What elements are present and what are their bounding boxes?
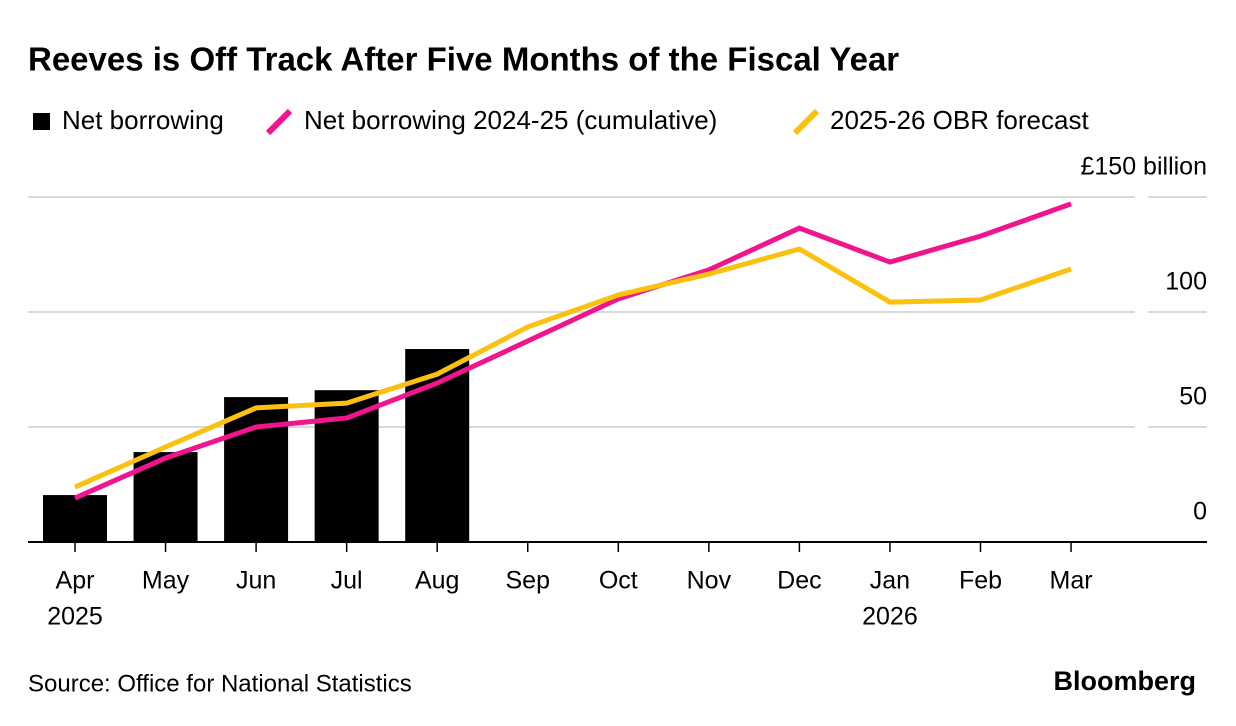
x-year-label: 2026: [862, 603, 918, 631]
legend-label: Net borrowing: [62, 105, 224, 135]
legend-label: 2025-26 OBR forecast: [830, 105, 1089, 135]
line: [73, 246, 1072, 490]
x-tick-label: Sep: [506, 567, 550, 595]
bar: [405, 349, 470, 542]
line: [73, 201, 1072, 501]
x-tick-label: Nov: [687, 567, 732, 595]
x-tick-label: May: [142, 567, 190, 595]
bar: [224, 397, 289, 542]
legend-swatch: [792, 108, 820, 136]
y-tick-label: 50: [1179, 383, 1207, 411]
brand: Bloomberg: [1053, 666, 1196, 696]
legend-swatch: [33, 113, 50, 130]
x-tick-label: Jul: [331, 567, 363, 595]
x-year-label: 2025: [47, 603, 103, 631]
x-tick-label: Jan: [870, 567, 910, 595]
x-tick-label: Apr: [56, 567, 95, 595]
bar: [314, 390, 379, 542]
y-tick-label: £150 billion: [1081, 153, 1208, 181]
x-tick-label: Oct: [599, 567, 638, 595]
x-tick-label: Jun: [236, 567, 276, 595]
y-tick-label: 100: [1165, 268, 1207, 296]
x-tick-label: Mar: [1050, 567, 1093, 595]
source: Source: Office for National Statistics: [28, 670, 412, 697]
x-tick-label: Dec: [777, 567, 821, 595]
y-tick-label: 0: [1193, 498, 1207, 526]
x-tick-label: Aug: [415, 567, 459, 595]
legend-label: Net borrowing 2024-25 (cumulative): [304, 105, 717, 135]
chart-title: Reeves is Off Track After Five Months of…: [28, 41, 899, 78]
x-tick-label: Feb: [959, 567, 1002, 595]
bar: [43, 495, 107, 542]
legend-swatch: [265, 108, 293, 136]
